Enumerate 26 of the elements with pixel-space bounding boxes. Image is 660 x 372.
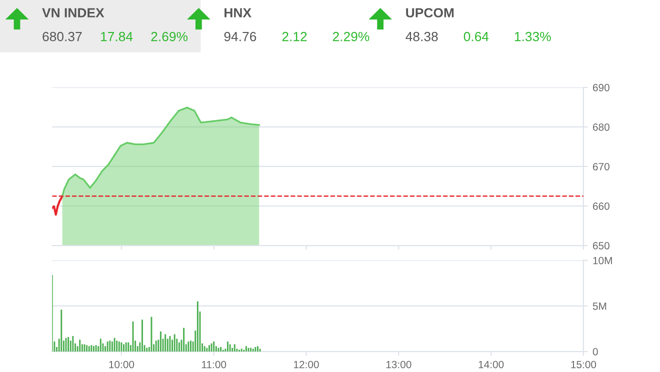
text: 2.69%	[151, 32, 188, 42]
y-tick-label: 10M	[593, 256, 612, 264]
text: UPCOM	[406, 8, 454, 18]
text: 680.37	[42, 32, 82, 42]
x-tick-label: 11:00	[202, 360, 226, 368]
text: 2.12	[282, 32, 307, 42]
x-tick-label: 10:00	[109, 360, 134, 368]
y-tick-label: 5M	[592, 302, 606, 310]
x-tick-label: 13:00	[386, 360, 412, 368]
text: 48.38	[406, 32, 438, 42]
text: 94.76	[224, 32, 256, 42]
y-tick-label: 650	[592, 242, 610, 250]
text: HNX	[224, 8, 252, 18]
x-tick-label: 15:00	[571, 360, 596, 368]
y-tick-label: 0	[592, 348, 598, 356]
y-tick-label: 670	[592, 162, 610, 170]
text: 0.64	[464, 32, 489, 42]
y-tick-label: 660	[592, 202, 610, 210]
text: 2.29%	[332, 32, 370, 42]
text: VN INDEX	[42, 8, 104, 18]
x-tick-label: 12:00	[294, 360, 319, 368]
x-tick-label: 14:00	[478, 360, 504, 368]
text: 17.84	[101, 32, 133, 42]
y-tick-label: 690	[592, 84, 610, 92]
text: 1.33%	[514, 32, 551, 42]
y-tick-label: 680	[592, 123, 610, 131]
